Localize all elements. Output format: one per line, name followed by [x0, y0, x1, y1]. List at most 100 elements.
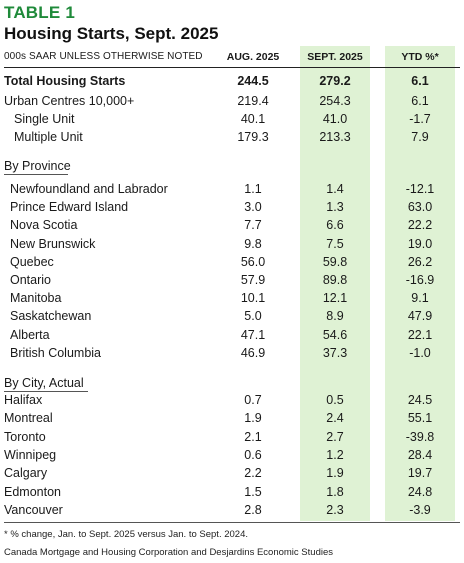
- row-label: Toronto: [4, 429, 46, 444]
- row-label: Vancouver: [4, 502, 63, 517]
- ytd-value: -16.9: [405, 273, 435, 287]
- sept-column-shading: [300, 46, 370, 521]
- sept-value: 8.9: [326, 309, 344, 324]
- ytd-value: 9.1: [411, 291, 429, 306]
- row-label: Ontario: [10, 273, 51, 287]
- column-header-sept: SEPT. 2025: [307, 51, 363, 63]
- footnote: * % change, Jan. to Sept. 2025 versus Ja…: [4, 529, 248, 540]
- table-row: Halifax 0.7 0.5 24.5: [0, 391, 464, 409]
- aug-value: 7.7: [244, 218, 262, 233]
- row-label: Edmonton: [4, 484, 61, 499]
- ytd-value: -1.7: [409, 112, 431, 126]
- ytd-value: -12.1: [405, 182, 435, 196]
- aug-value: 179.3: [237, 130, 269, 144]
- table-title: Housing Starts, Sept. 2025: [4, 24, 219, 43]
- aug-value: 1.1: [244, 182, 262, 196]
- row-label: Single Unit: [14, 112, 75, 126]
- table-row: Montreal 1.9 2.4 55.1: [0, 409, 464, 427]
- sept-value: 1.4: [326, 182, 344, 196]
- sept-value: 213.3: [319, 130, 351, 144]
- section-heading: By City, Actual: [4, 376, 84, 390]
- table-row: Vancouver 2.8 2.3 -3.9: [0, 501, 464, 519]
- aug-value: 219.4: [237, 94, 269, 108]
- ytd-value: 24.5: [407, 393, 433, 407]
- ytd-value: 22.2: [407, 218, 433, 233]
- aug-value: 9.8: [244, 236, 262, 251]
- column-header-ytd: YTD %*: [401, 51, 439, 63]
- row-label: Calgary: [4, 466, 48, 481]
- row-label: Saskatchewan: [10, 309, 92, 324]
- ytd-value: 19.7: [407, 466, 433, 481]
- aug-value: 47.1: [240, 327, 266, 342]
- table-row: Calgary 2.2 1.9 19.7: [0, 464, 464, 482]
- ytd-value: 26.2: [407, 254, 433, 269]
- units-label: 000s SAAR UNLESS OTHERWISE NOTED: [4, 51, 203, 62]
- row-label: Urban Centres 10,000+: [4, 94, 135, 108]
- header-rule: [4, 67, 460, 68]
- sept-value: 37.3: [322, 345, 348, 360]
- table-row: Manitoba 10.1 12.1 9.1: [0, 289, 464, 307]
- aug-value: 2.2: [244, 466, 262, 481]
- table-row: Multiple Unit 179.3 213.3 7.9: [0, 128, 464, 146]
- sept-value: 1.8: [326, 484, 344, 499]
- aug-value: 5.0: [244, 309, 262, 324]
- ytd-value: 6.1: [411, 94, 429, 108]
- row-label: Newfoundland and Labrador: [10, 182, 168, 196]
- aug-value: 56.0: [240, 254, 266, 269]
- source-note: Canada Mortgage and Housing Corporation …: [4, 547, 333, 558]
- ytd-value: 6.1: [411, 74, 429, 88]
- row-label: Winnipeg: [4, 447, 57, 462]
- sept-value: 89.8: [322, 273, 348, 287]
- section-heading: By Province: [4, 159, 71, 173]
- table-row: Urban Centres 10,000+ 219.4 254.3 6.1: [0, 92, 464, 110]
- table-row: Newfoundland and Labrador 1.1 1.4 -12.1: [0, 180, 464, 198]
- ytd-column-shading: [385, 46, 455, 521]
- ytd-value: 7.9: [411, 130, 429, 144]
- section-heading-underline: [4, 174, 68, 175]
- sept-value: 2.3: [326, 502, 344, 517]
- ytd-value: 19.0: [407, 236, 433, 251]
- aug-value: 57.9: [240, 273, 266, 287]
- table-row: British Columbia 46.9 37.3 -1.0: [0, 344, 464, 362]
- section-heading-underline: [4, 391, 88, 392]
- aug-value: 0.7: [244, 393, 262, 407]
- sept-value: 254.3: [319, 94, 351, 108]
- column-header-aug: AUG. 2025: [226, 51, 280, 63]
- table-row: Alberta 47.1 54.6 22.1: [0, 326, 464, 344]
- ytd-value: 55.1: [407, 411, 433, 426]
- ytd-value: -3.9: [409, 502, 431, 517]
- aug-value: 244.5: [237, 74, 269, 88]
- table-row: Toronto 2.1 2.7 -39.8: [0, 428, 464, 446]
- table-row: Nova Scotia 7.7 6.6 22.2: [0, 216, 464, 234]
- sept-value: 54.6: [322, 327, 348, 342]
- sept-value: 6.6: [326, 218, 344, 233]
- table-number: TABLE 1: [4, 3, 75, 22]
- ytd-value: 22.1: [407, 327, 433, 342]
- sept-value: 59.8: [322, 254, 348, 269]
- sept-value: 279.2: [319, 74, 351, 88]
- row-label: Prince Edward Island: [10, 200, 129, 215]
- sept-value: 2.7: [326, 429, 344, 444]
- aug-value: 3.0: [244, 200, 262, 215]
- ytd-value: -39.8: [405, 429, 435, 444]
- row-label: Alberta: [10, 327, 50, 342]
- aug-value: 1.9: [244, 411, 262, 426]
- row-label: Quebec: [10, 254, 54, 269]
- aug-value: 10.1: [240, 291, 266, 306]
- ytd-value: 63.0: [407, 200, 433, 215]
- table-row: Single Unit 40.1 41.0 -1.7: [0, 110, 464, 128]
- sept-value: 41.0: [322, 112, 348, 126]
- table-row: Saskatchewan 5.0 8.9 47.9: [0, 307, 464, 325]
- sept-value: 1.2: [326, 447, 344, 462]
- aug-value: 0.6: [244, 447, 262, 462]
- ytd-value: 28.4: [407, 447, 433, 462]
- sept-value: 12.1: [322, 291, 348, 306]
- table-row: New Brunswick 9.8 7.5 19.0: [0, 235, 464, 253]
- aug-value: 40.1: [240, 112, 266, 126]
- table-row: Quebec 56.0 59.8 26.2: [0, 253, 464, 271]
- ytd-value: -1.0: [409, 345, 431, 360]
- table-bottom-rule: [4, 522, 460, 523]
- table-row: Ontario 57.9 89.8 -16.9: [0, 271, 464, 289]
- table-row: Winnipeg 0.6 1.2 28.4: [0, 446, 464, 464]
- sept-value: 0.5: [326, 393, 344, 407]
